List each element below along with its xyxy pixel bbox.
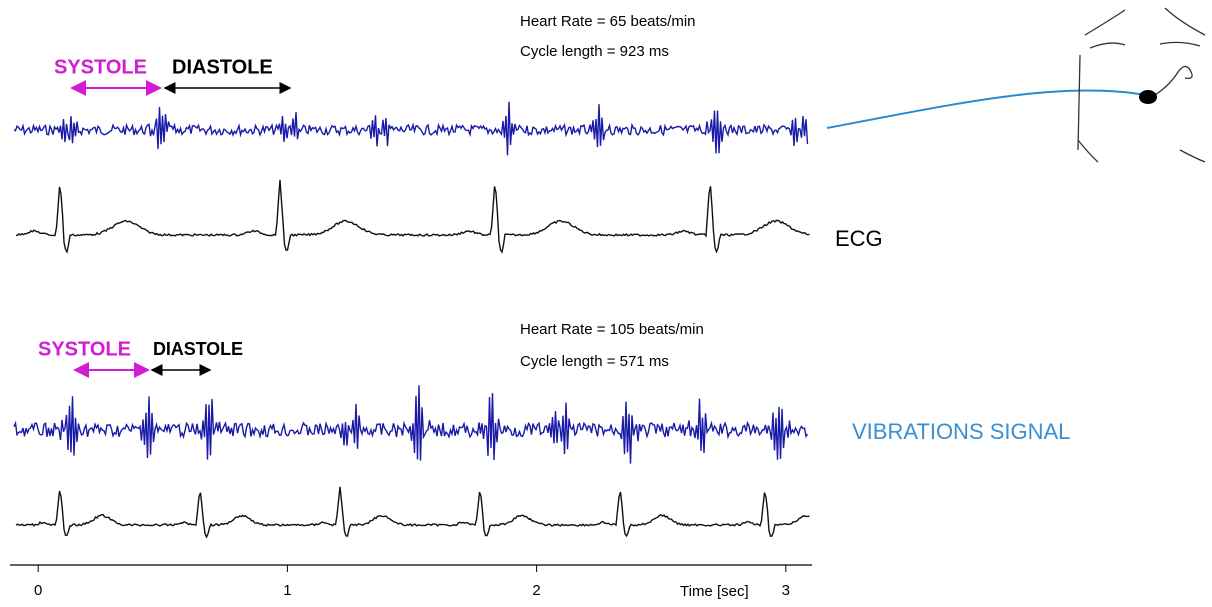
vibrations-label: VIBRATIONS SIGNAL — [852, 419, 1070, 444]
torso-sketch — [1077, 7, 1206, 163]
vibration-trace — [13, 101, 809, 156]
systole-label: SYSTOLE — [38, 338, 131, 360]
cycle-length: Cycle length = 571 ms — [520, 353, 669, 370]
heart-rate: Heart Rate = 65 beats/min — [520, 13, 696, 30]
sensor — [1139, 90, 1157, 104]
x-tick-label: 2 — [532, 582, 540, 599]
x-tick-label: 1 — [283, 582, 291, 599]
ecg-label: ECG — [835, 226, 883, 251]
ecg-trace — [15, 486, 810, 539]
diastole-label: DIASTOLE — [153, 339, 243, 359]
x-tick-label: 3 — [782, 582, 790, 599]
diastole-label: DIASTOLE — [172, 56, 273, 78]
ticks: 0 1 2 3 — [34, 565, 790, 599]
heart-rate: Heart Rate = 105 beats/min — [520, 321, 704, 338]
traces — [13, 101, 810, 539]
sensor-cable — [826, 89, 1146, 129]
ecg-trace — [15, 179, 810, 254]
vibration-trace — [13, 385, 809, 464]
cycle-length: Cycle length = 923 ms — [520, 43, 669, 60]
axis-label: Time [sec] — [680, 583, 749, 600]
systole-label: SYSTOLE — [54, 56, 147, 78]
x-tick-label: 0 — [34, 582, 42, 599]
